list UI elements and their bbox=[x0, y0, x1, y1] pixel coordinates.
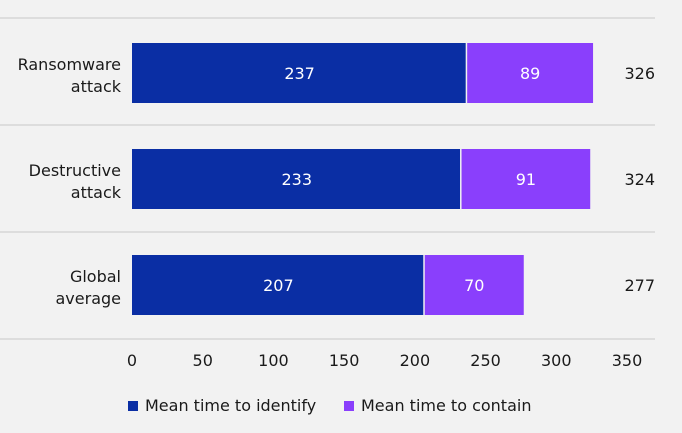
legend-label-1: Mean time to contain bbox=[361, 396, 531, 415]
legend: Mean time to identify Mean time to contai… bbox=[128, 396, 531, 415]
bar-contain-0 bbox=[467, 43, 594, 103]
category-label-1: Destructive attack bbox=[29, 161, 122, 202]
bar-value-label: 70 bbox=[464, 276, 484, 295]
bar-value-label: 89 bbox=[520, 64, 540, 83]
x-tick-label: 0 bbox=[127, 351, 137, 370]
total-label-0: 326 bbox=[624, 64, 655, 83]
legend-swatch-0 bbox=[128, 401, 138, 411]
bar-contain-1 bbox=[461, 149, 591, 209]
category-label-2: Global average bbox=[56, 267, 122, 308]
bar-value-label: 91 bbox=[516, 170, 536, 189]
category-label-0: Ransomware attack bbox=[18, 55, 122, 96]
bar-identify-0 bbox=[132, 43, 466, 103]
category-label-line: Ransomware bbox=[18, 55, 121, 74]
total-label-1: 324 bbox=[624, 170, 655, 189]
bar-identify-2 bbox=[132, 255, 424, 315]
category-label-line: attack bbox=[71, 183, 122, 202]
total-label-2: 277 bbox=[624, 276, 655, 295]
bar-value-label: 207 bbox=[263, 276, 294, 295]
bar-identify-1 bbox=[132, 149, 461, 209]
category-labels: Ransomware attack Destructive attack Global a… bbox=[18, 55, 122, 308]
bar-value-label: 233 bbox=[281, 170, 312, 189]
x-axis-ticks: 0 50 100 150 200 250 300 350 bbox=[127, 351, 642, 370]
x-tick-label: 300 bbox=[541, 351, 572, 370]
gridlines bbox=[0, 17, 655, 340]
total-labels: 326 324 277 bbox=[624, 64, 655, 295]
bar-contain-2 bbox=[424, 255, 524, 315]
bars: 237 89 233 91 207 70 bbox=[132, 43, 594, 315]
x-tick-label: 150 bbox=[329, 351, 360, 370]
x-tick-label: 250 bbox=[470, 351, 501, 370]
x-tick-label: 350 bbox=[612, 351, 643, 370]
x-tick-label: 100 bbox=[258, 351, 289, 370]
category-label-line: Global bbox=[70, 267, 121, 286]
category-label-line: Destructive bbox=[29, 161, 121, 180]
category-label-line: average bbox=[56, 289, 122, 308]
x-tick-label: 200 bbox=[400, 351, 431, 370]
x-tick-label: 50 bbox=[193, 351, 213, 370]
legend-swatch-1 bbox=[344, 401, 354, 411]
bar-value-label: 237 bbox=[284, 64, 315, 83]
category-label-line: attack bbox=[71, 77, 122, 96]
legend-label-0: Mean time to identify bbox=[145, 396, 316, 415]
